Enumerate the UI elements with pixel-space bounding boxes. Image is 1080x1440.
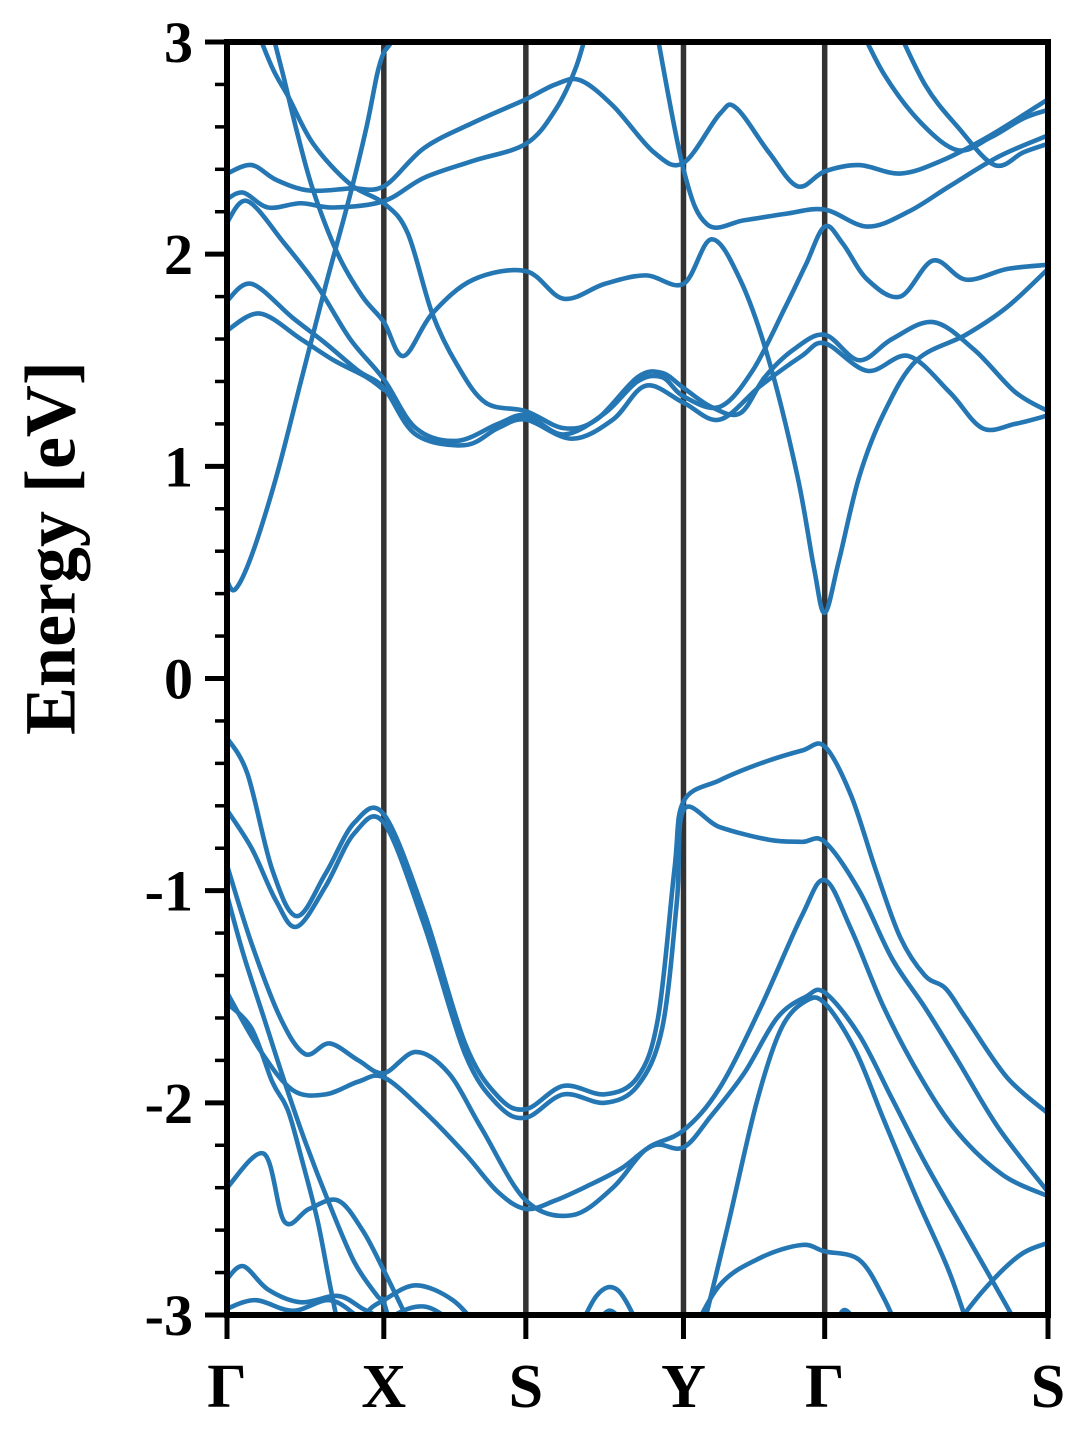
band-path-val-3 [227,862,1048,1219]
ytick-label: 3 [164,10,193,75]
band-path-val-6 [703,995,967,1315]
band-path-val-1 [227,735,1048,1116]
ytick-label: 0 [164,647,193,712]
band-path-val-17 [227,1297,360,1315]
band-path-cond-8 [227,311,387,393]
xtick-label-S: S [509,1353,543,1421]
band-path-val-11 [583,1284,636,1315]
xtick-label-X: X [361,1353,406,1421]
y-axis-label: Energy [eV] [10,361,91,735]
xtick-label-Γ: Γ [207,1353,246,1421]
band-path-cond-1 [227,76,1048,194]
band-path-val-10 [390,1304,447,1315]
ytick-label: -2 [145,1071,193,1136]
band-path-val-13 [698,1242,895,1315]
ytick-label: 2 [164,222,193,287]
ytick-label: -1 [145,859,193,924]
band-path-cond-5 [272,42,1048,616]
band-path-val-7 [227,892,390,1315]
band-path-cond-11 [901,42,1048,169]
band-path-cond-4 [259,42,1048,431]
band-path-cond-7 [227,281,1048,448]
band-path-val-8 [227,1151,409,1315]
ytick-label: -3 [145,1283,193,1348]
band-path-val-2 [227,804,1048,1195]
xtick-label-Y: Y [661,1353,706,1421]
plot-frame [224,39,1051,1318]
band-path-cond-3 [656,42,1048,230]
band-path-val-15 [960,1240,1048,1315]
band-path-cond-10 [864,42,1048,153]
band-path-val-4 [227,987,1015,1315]
band-path-cond-2 [227,42,587,211]
band-path-val-16 [227,1263,380,1315]
ytick-label: 1 [164,434,193,499]
band-path-cond-9-riser [227,42,394,593]
band-curves [227,42,1048,1315]
band-path-val-5-plunger [227,1000,339,1315]
xtick-label-Γ: Γ [805,1353,844,1421]
band-path-cond-6 [227,198,1048,444]
xtick-label-S: S [1031,1353,1065,1421]
